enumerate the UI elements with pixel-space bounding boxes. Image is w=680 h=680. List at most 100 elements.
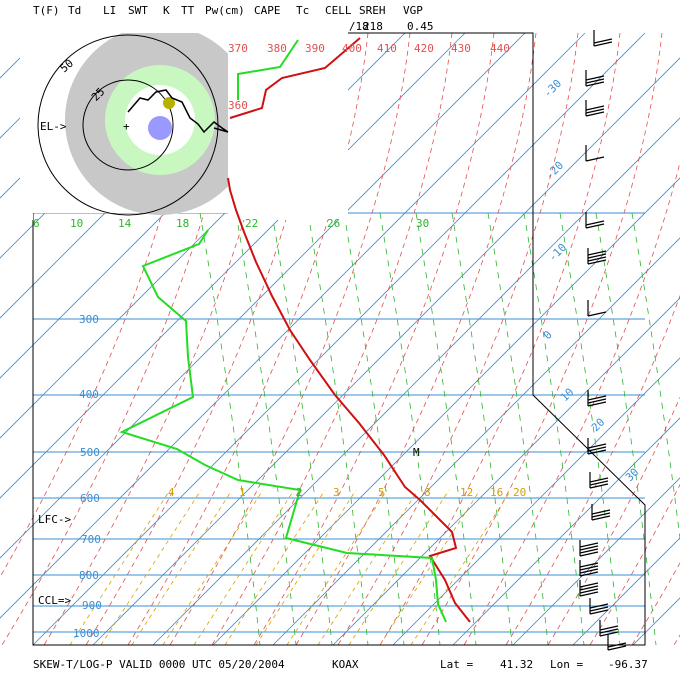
temperature-profile [227, 177, 471, 623]
dry-adiabat-line [127, 32, 369, 646]
thetae-tick: 18 [176, 217, 189, 230]
hodograph-clip-left [20, 20, 33, 220]
footer: SKEW-T/LOG-P VALID 0000 UTC 05/20/2004 K… [33, 658, 648, 671]
wind-barb [585, 145, 605, 162]
hodograph-origin-plus: + [123, 120, 130, 133]
header-value: 0.45 [407, 20, 434, 33]
hodograph-clip-top [30, 20, 240, 33]
storm-motion-dot [148, 116, 172, 140]
moist-adiabat-line [379, 212, 441, 646]
moist-adiabat-line [199, 212, 261, 646]
wind-barb [585, 70, 605, 87]
dry-adiabat-line [0, 32, 201, 578]
wind-barb [585, 212, 605, 229]
mixing-ratio-tick: 3 [333, 486, 340, 499]
temperature-tick: -30 [541, 77, 564, 100]
pressure-tick: 500 [80, 446, 100, 459]
dry-adiabat-line [1, 32, 243, 646]
header-label: CAPE [254, 4, 281, 17]
theta-tick: 410 [377, 42, 397, 55]
pressure-tick: 800 [79, 569, 99, 582]
wind-barb [579, 580, 599, 597]
theta-tick: 420 [414, 42, 434, 55]
footer-lat-label: Lat = [440, 658, 473, 671]
dewpoint-profile [119, 229, 447, 623]
theta-tick-labels: 370 380 390 400 410 420 430 440 360 [228, 42, 510, 112]
moist-adiabat-line [235, 212, 297, 646]
moist-adiabat-line [415, 212, 477, 646]
header-label: CELL [325, 4, 352, 17]
dry-adiabat-line [673, 634, 680, 646]
mixing-ratio-line [286, 489, 388, 646]
mixing-ratio-line [131, 489, 233, 646]
wind-barb [579, 540, 599, 557]
thetae-tick: 10 [70, 217, 83, 230]
mixing-ratio-tick-labels: 4 1 2 3 5 8 12 16 20 [168, 486, 526, 499]
isotherm-line [452, 417, 680, 646]
isotherm-line [572, 537, 680, 646]
isotherm-line [152, 117, 680, 646]
dry-adiabat-line [295, 32, 537, 646]
lfc-label: LFC-> [38, 513, 71, 526]
mixing-ratio-line [193, 489, 295, 646]
wind-barb [589, 472, 609, 489]
header-label: Td [68, 4, 81, 17]
isobar-lines [33, 212, 645, 633]
dry-adiabat-line [421, 32, 663, 646]
wind-barb [587, 438, 607, 455]
hodograph-clip-right [228, 20, 236, 220]
pressure-tick: 400 [79, 388, 99, 401]
header-value: 218 [363, 20, 383, 33]
thetae-tick-labels: 6 10 14 18 22 26 30 [33, 217, 429, 230]
dry-adiabat-lines [0, 32, 680, 646]
header-label: VGP [403, 4, 423, 17]
footer-station: KOAX [332, 658, 359, 671]
wind-barb [591, 504, 611, 521]
hodograph: 50 25 + [20, 20, 348, 220]
mixing-ratio-line [162, 489, 264, 646]
mixing-ratio-tick: 8 [424, 486, 431, 499]
theta-tick: 430 [451, 42, 471, 55]
thetae-tick: 14 [118, 217, 132, 230]
dry-adiabat-line [211, 32, 453, 646]
footer-title: SKEW-T/LOG-P VALID 0000 UTC 05/20/2004 [33, 658, 285, 671]
pressure-tick-labels: 1000 900 800 700 600 500 400 300 [73, 313, 102, 640]
dry-adiabat-line [169, 32, 411, 646]
ccl-label: CCL=> [38, 594, 71, 607]
hodograph-trace [127, 89, 229, 134]
moist-adiabat-line [595, 212, 657, 646]
isotherm-line [212, 177, 680, 646]
mixing-ratio-line [224, 489, 326, 646]
moist-adiabat-line [559, 212, 621, 646]
thetae-tick: 26 [327, 217, 340, 230]
dry-adiabat-line [253, 32, 495, 646]
isotherm-line [0, 32, 106, 139]
mixing-ratio-tick: 1 [239, 486, 246, 499]
mixing-ratio-lines [69, 489, 512, 646]
thetae-tick: 6 [33, 217, 40, 230]
mixing-ratio-tick: 5 [378, 486, 385, 499]
isotherm-line [32, 32, 646, 646]
pressure-tick: 600 [80, 492, 100, 505]
mixing-ratio-line [317, 489, 419, 646]
moist-adiabat-line [487, 212, 549, 646]
pressure-tick: 1000 [73, 627, 100, 640]
temperature-profile [229, 37, 361, 119]
pressure-tick: 900 [82, 599, 102, 612]
wind-barb [587, 248, 607, 265]
mixing-ratio-tick: 4 [168, 486, 175, 499]
header-label: T(F) [33, 4, 60, 17]
temperature-tick: 10 [558, 386, 577, 405]
header-label: SWT [128, 4, 148, 17]
wind-barb [607, 634, 627, 651]
mixing-ratio-line [410, 489, 512, 646]
theta-tick: 440 [490, 42, 510, 55]
mixing-ratio-line [348, 489, 450, 646]
dry-adiabat-line [505, 294, 680, 646]
theta-tick: 400 [342, 42, 362, 55]
temperature-tick: 30 [623, 466, 642, 485]
pressure-tick: 700 [81, 533, 101, 546]
mixing-ratio-tick: 20 [513, 486, 526, 499]
